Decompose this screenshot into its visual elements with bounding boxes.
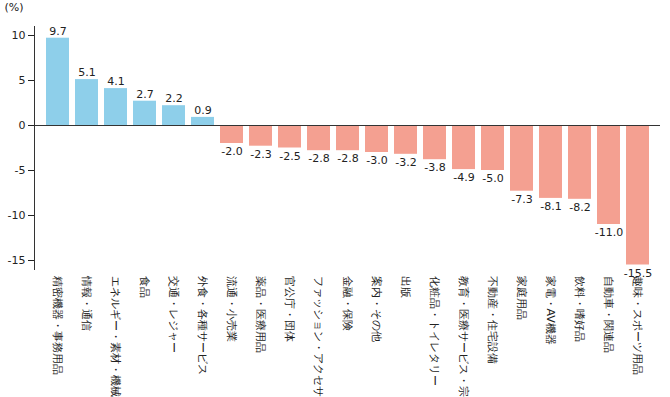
svg-text:-2.5: -2.5 bbox=[279, 150, 300, 163]
svg-text:金融・保険: 金融・保険 bbox=[341, 276, 354, 331]
svg-text:-2.8: -2.8 bbox=[337, 152, 358, 165]
svg-text:-8.1: -8.1 bbox=[540, 200, 561, 213]
svg-text:-10: -10 bbox=[8, 209, 26, 222]
svg-text:飲料・嗜好品: 飲料・嗜好品 bbox=[573, 276, 586, 342]
svg-text:流通・小売業: 流通・小売業 bbox=[225, 276, 238, 342]
svg-text:-3.8: -3.8 bbox=[424, 161, 445, 174]
svg-text:趣味・スポーツ用品: 趣味・スポーツ用品 bbox=[631, 276, 644, 375]
svg-text:-5: -5 bbox=[15, 164, 26, 177]
svg-text:化粧品・トイレタリー: 化粧品・トイレタリー bbox=[428, 276, 441, 386]
svg-text:-2.8: -2.8 bbox=[308, 152, 329, 165]
svg-text:出版: 出版 bbox=[399, 276, 412, 298]
svg-text:教育・医療サービス・宗教: 教育・医療サービス・宗教 bbox=[457, 276, 470, 397]
svg-text:-3.0: -3.0 bbox=[366, 154, 387, 167]
svg-text:エネルギー・素材・機械: エネルギー・素材・機械 bbox=[109, 276, 122, 397]
svg-text:ファッション・アクセサリー: ファッション・アクセサリー bbox=[312, 276, 325, 397]
svg-text:(%): (%) bbox=[5, 1, 24, 14]
svg-text:外食・各種サービス: 外食・各種サービス bbox=[196, 276, 209, 375]
svg-text:情報・通信: 情報・通信 bbox=[80, 275, 93, 331]
svg-text:2.2: 2.2 bbox=[165, 92, 183, 105]
svg-text:-3.2: -3.2 bbox=[395, 156, 416, 169]
svg-text:家庭用品: 家庭用品 bbox=[515, 276, 528, 320]
svg-text:交通・レジャー: 交通・レジャー bbox=[167, 276, 180, 353]
svg-text:薬品・医療用品: 薬品・医療用品 bbox=[254, 276, 267, 353]
svg-text:-5.0: -5.0 bbox=[482, 172, 503, 185]
svg-text:0: 0 bbox=[19, 119, 26, 132]
svg-text:-2.3: -2.3 bbox=[250, 148, 271, 161]
svg-text:精密機器・事務用品: 精密機器・事務用品 bbox=[51, 276, 64, 375]
svg-text:-2.0: -2.0 bbox=[221, 145, 242, 158]
svg-text:-4.9: -4.9 bbox=[453, 171, 474, 184]
svg-text:0.9: 0.9 bbox=[194, 104, 212, 117]
svg-text:-11.0: -11.0 bbox=[595, 226, 623, 239]
svg-text:不動産・住宅設備: 不動産・住宅設備 bbox=[486, 276, 499, 364]
svg-text:5: 5 bbox=[19, 74, 26, 87]
svg-text:-8.2: -8.2 bbox=[569, 201, 590, 214]
svg-text:10: 10 bbox=[12, 29, 26, 42]
svg-text:-15: -15 bbox=[8, 254, 26, 267]
svg-text:9.7: 9.7 bbox=[49, 25, 67, 38]
svg-text:-7.3: -7.3 bbox=[511, 193, 532, 206]
svg-text:5.1: 5.1 bbox=[78, 66, 96, 79]
svg-text:家電・AV機器: 家電・AV機器 bbox=[544, 276, 557, 345]
svg-text:-15.5: -15.5 bbox=[624, 267, 652, 280]
svg-text:官公庁・団体: 官公庁・団体 bbox=[283, 276, 296, 342]
svg-text:食品: 食品 bbox=[138, 276, 151, 298]
svg-text:自動車・関連品: 自動車・関連品 bbox=[602, 276, 615, 353]
svg-text:2.7: 2.7 bbox=[136, 88, 154, 101]
svg-text:案内・その他: 案内・その他 bbox=[370, 276, 383, 342]
svg-text:4.1: 4.1 bbox=[107, 75, 125, 88]
